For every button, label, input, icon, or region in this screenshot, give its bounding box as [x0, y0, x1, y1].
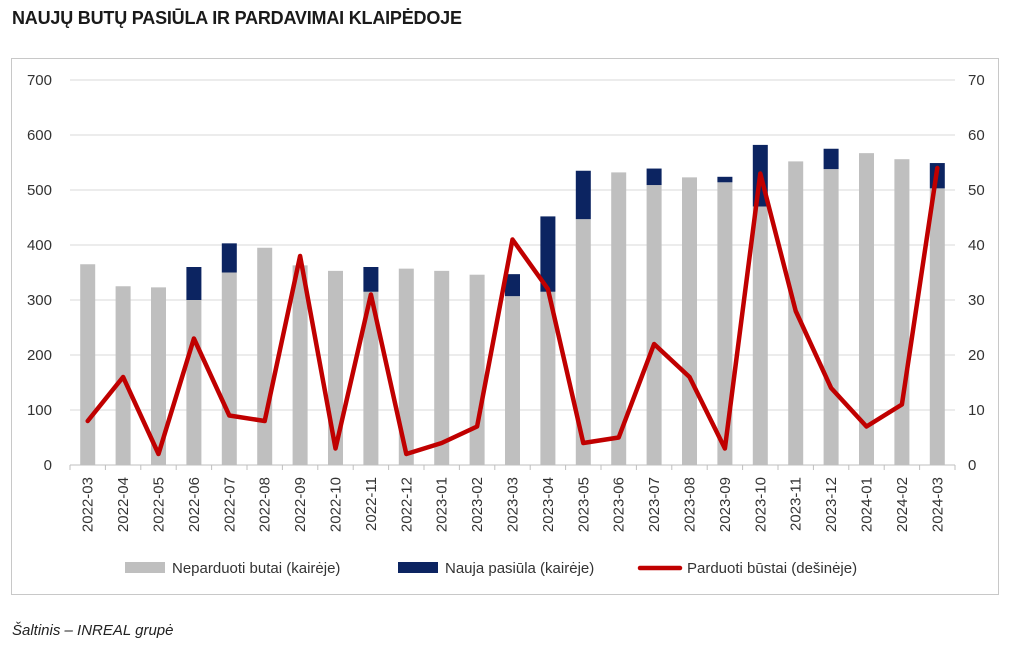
legend-new-supply-swatch [398, 562, 438, 573]
legend-sold-label: Parduoti būstai (dešinėje) [687, 560, 857, 577]
left-axis-ticks: 0 100 200 300 400 500 600 700 [27, 72, 52, 474]
bar-unsold [752, 206, 768, 465]
y-right-tick-label: 10 [968, 402, 985, 419]
legend-sold: Parduoti būstai (dešinėje) [637, 560, 857, 577]
bar-unsold [292, 265, 308, 465]
y-left-tick-label: 200 [27, 347, 52, 364]
bar-unsold [717, 182, 733, 466]
x-tick-label: 2022-12 [398, 477, 415, 532]
x-tick-label: 2023-12 [823, 477, 840, 532]
x-tick-label: 2023-03 [505, 477, 522, 532]
bar-new-supply [540, 216, 556, 292]
bar-unsold [469, 274, 485, 465]
y-right-tick-label: 20 [968, 347, 985, 364]
chart-title: NAUJŲ BUTŲ PASIŪLA IR PARDAVIMAI KLAIPĖD… [12, 8, 462, 28]
legend-unsold-label: Neparduoti butai (kairėje) [172, 560, 340, 577]
bar-unsold [257, 247, 273, 465]
bar-unsold [398, 268, 414, 465]
y-left-tick-label: 600 [27, 127, 52, 144]
y-right-tick-label: 60 [968, 127, 985, 144]
legend-new-supply-label: Nauja pasiūla (kairėje) [445, 560, 594, 577]
y-right-tick-label: 30 [968, 292, 985, 309]
sold-line [85, 165, 940, 457]
bar-new-supply [717, 176, 733, 183]
y-left-tick-label: 300 [27, 292, 52, 309]
x-tick-label: 2023-11 [788, 477, 805, 531]
x-tick-label: 2024-01 [859, 477, 876, 532]
x-tick-label: 2023-02 [469, 477, 486, 532]
x-tick-label: 2023-05 [575, 477, 592, 532]
legend: Neparduoti butai (kairėje) Nauja pasiūla … [125, 560, 857, 577]
x-tick-label: 2022-09 [292, 477, 309, 532]
source-note: Šaltinis – INREAL grupė [12, 622, 174, 639]
bar-unsold [186, 300, 202, 465]
bar-new-supply [575, 170, 591, 220]
y-left-tick-label: 700 [27, 72, 52, 89]
bar-new-supply [646, 168, 662, 186]
bar-unsold [221, 272, 237, 465]
y-right-tick-label: 70 [968, 72, 985, 89]
x-tick-label: 2024-03 [929, 477, 946, 532]
legend-new-supply: Nauja pasiūla (kairėje) [398, 560, 594, 577]
x-tick-label: 2023-08 [682, 477, 699, 532]
bar-unsold [540, 291, 556, 465]
line-sold [85, 165, 940, 457]
x-tick-label: 2022-05 [151, 477, 168, 532]
x-tick-label: 2023-06 [611, 477, 628, 532]
bar-unsold [611, 172, 627, 465]
bars [80, 144, 945, 466]
right-axis-ticks: 0 10 20 30 40 50 60 70 [968, 72, 985, 474]
bar-unsold [505, 296, 520, 465]
x-tick-label: 2022-07 [221, 477, 238, 532]
y-right-tick-label: 50 [968, 182, 985, 199]
x-tick-label: 2022-03 [80, 477, 97, 532]
x-tick-label: 2022-06 [186, 477, 203, 532]
x-tick-label: 2023-07 [646, 477, 663, 532]
x-tick-label: 2023-09 [717, 477, 734, 532]
bar-unsold [575, 219, 591, 465]
x-tick-label: 2022-04 [115, 477, 132, 532]
y-left-tick-label: 0 [44, 457, 52, 474]
x-tick-label: 2022-10 [328, 477, 345, 532]
x-tick-label: 2024-02 [894, 477, 911, 532]
bar-unsold [80, 264, 96, 465]
bar-unsold [434, 270, 450, 465]
y-left-tick-label: 500 [27, 182, 52, 199]
y-left-tick-label: 400 [27, 237, 52, 254]
bar-unsold [151, 287, 166, 465]
bar-unsold [328, 270, 343, 465]
x-tick-label: 2023-10 [752, 477, 769, 532]
x-tick-label: 2022-08 [257, 477, 274, 532]
bar-unsold [823, 169, 839, 465]
x-tick-label: 2023-04 [540, 477, 557, 532]
bar-unsold [682, 177, 697, 465]
y-right-tick-label: 0 [968, 457, 976, 474]
bar-new-supply [221, 243, 237, 273]
legend-unsold: Neparduoti butai (kairėje) [125, 560, 340, 577]
bar-unsold [859, 153, 874, 465]
x-tick-label: 2023-01 [434, 477, 451, 532]
bar-new-supply [363, 267, 379, 292]
y-left-tick-label: 100 [27, 402, 52, 419]
x-axis-ticks: 2022-03 2022-04 2022-05 2022-06 2022-07 2022-… [69, 465, 956, 532]
legend-unsold-swatch [125, 562, 165, 573]
bar-new-supply [505, 274, 520, 297]
chart-frame [11, 58, 999, 595]
bar-new-supply [186, 267, 202, 300]
bar-unsold [929, 188, 945, 465]
bar-unsold [646, 185, 662, 466]
y-right-tick-label: 40 [968, 237, 985, 254]
bar-new-supply [823, 148, 839, 170]
x-tick-label: 2022-11 [363, 477, 380, 531]
bar-unsold [894, 159, 910, 465]
bar-unsold [363, 291, 379, 465]
